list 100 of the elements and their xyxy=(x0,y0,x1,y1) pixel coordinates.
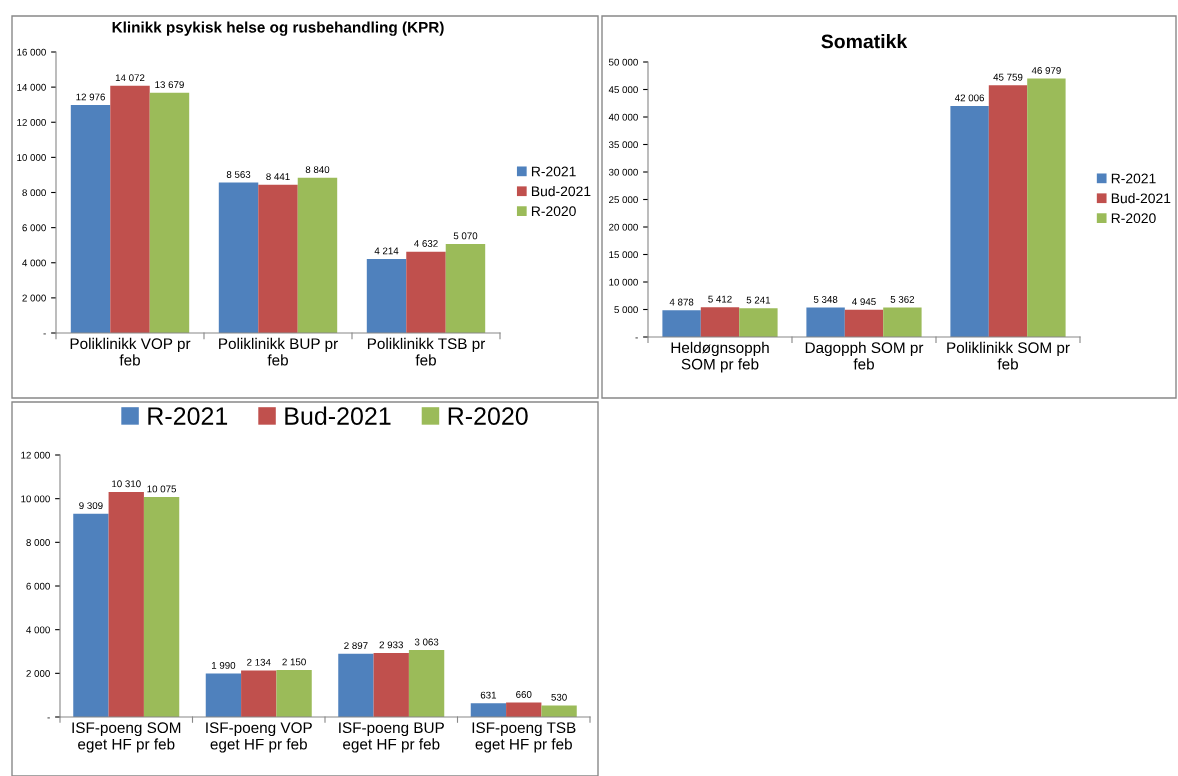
data-label: 13 679 xyxy=(155,81,184,89)
bar xyxy=(445,243,486,333)
bar xyxy=(406,251,446,333)
bar xyxy=(470,703,507,717)
data-label: 10 075 xyxy=(147,485,177,493)
y-tick-label: 2 000 xyxy=(22,294,46,302)
y-tick-label: 14 000 xyxy=(17,83,46,91)
data-label: 5 348 xyxy=(813,296,838,303)
data-label: 14 072 xyxy=(115,74,145,82)
data-label: 45 759 xyxy=(993,73,1023,81)
bar xyxy=(338,653,374,717)
y-tick-label: - xyxy=(635,337,638,339)
data-label: 2 897 xyxy=(344,642,368,650)
bar xyxy=(276,670,312,717)
bar xyxy=(700,307,740,337)
bar xyxy=(373,652,409,717)
bar xyxy=(108,491,144,717)
data-label: 4 945 xyxy=(852,298,876,306)
data-label: 10 310 xyxy=(112,480,141,488)
y-tick-label: 16 000 xyxy=(17,48,46,56)
y-tick-label: 2 000 xyxy=(26,670,50,677)
data-label: 3 063 xyxy=(414,638,439,646)
bar xyxy=(662,310,701,337)
y-tick-label: 4 000 xyxy=(26,626,50,634)
legend-label: R-2020 xyxy=(1111,213,1156,224)
y-tick-label: 20 000 xyxy=(609,223,638,231)
y-tick-label: 15 000 xyxy=(609,251,638,259)
bar xyxy=(950,105,989,337)
legend-label: Bud-2021 xyxy=(285,406,391,425)
data-label: 4 214 xyxy=(374,247,399,255)
chart-title: Klinikk psykisk helse og rusbehandling (KPR) xyxy=(112,21,444,36)
chart-title: Somatikk xyxy=(821,34,908,49)
bar xyxy=(739,308,778,337)
legend-label: Bud-2021 xyxy=(531,186,591,197)
y-tick-label: 5 000 xyxy=(614,306,638,314)
legend-label: Bud-2021 xyxy=(1111,193,1171,204)
y-tick-label: 25 000 xyxy=(609,196,638,204)
data-label: 42 006 xyxy=(954,94,985,102)
data-label: 12 976 xyxy=(76,93,105,101)
x-tick-label: ISF-poeng SOM eget HF pr feb xyxy=(72,722,181,753)
y-tick-label: 10 000 xyxy=(21,495,50,503)
legend-label: R-2020 xyxy=(531,206,576,217)
y-tick-label: 8 000 xyxy=(26,539,50,546)
y-tick-label: 10 000 xyxy=(609,278,638,286)
legend-label: R-2021 xyxy=(1111,173,1156,184)
data-label: 5 070 xyxy=(453,232,478,240)
bar xyxy=(883,307,922,337)
bar xyxy=(297,177,338,333)
y-tick-label: 6 000 xyxy=(22,224,46,232)
y-tick-label: 12 000 xyxy=(17,118,46,126)
bar xyxy=(143,497,180,717)
legend-label: R-2021 xyxy=(531,166,576,177)
x-tick-label: ISF-poeng TSB eget HF pr feb xyxy=(472,722,576,753)
y-tick-label: - xyxy=(43,333,46,335)
data-label: 530 xyxy=(551,693,567,701)
bar xyxy=(70,105,111,333)
bar xyxy=(844,309,884,337)
y-tick-label: 50 000 xyxy=(608,58,638,66)
x-tick-label: Poliklinikk TSB pr feb xyxy=(367,337,486,366)
data-label: 8 441 xyxy=(266,173,290,181)
bar xyxy=(408,650,445,717)
legend-label: R-2021 xyxy=(148,407,228,425)
y-tick-label: - xyxy=(47,717,50,719)
x-tick-label: Poliklinikk BUP pr feb xyxy=(219,337,338,366)
data-label: 8 840 xyxy=(305,166,330,174)
bar xyxy=(241,670,277,717)
data-label: 46 979 xyxy=(1031,67,1061,74)
x-tick-label: ISF-poeng BUP eget HF pr feb xyxy=(339,722,444,753)
data-label: 660 xyxy=(516,691,532,698)
data-label: 2 134 xyxy=(247,658,271,666)
y-tick-label: 40 000 xyxy=(608,113,638,121)
x-tick-label: ISF-poeng VOP eget HF pr feb xyxy=(206,722,312,753)
data-label: 631 xyxy=(480,691,497,699)
y-tick-label: 4 000 xyxy=(22,259,46,267)
bar xyxy=(73,513,109,717)
y-tick-label: 12 000 xyxy=(21,451,50,459)
data-label: 5 362 xyxy=(890,295,915,303)
bar xyxy=(988,85,1028,337)
data-label: 1 990 xyxy=(211,661,236,669)
x-tick-label: Poliklinikk SOM pr feb xyxy=(947,341,1070,370)
bar xyxy=(366,258,407,333)
data-label: 2 150 xyxy=(282,658,306,666)
data-label: 5 241 xyxy=(746,296,771,304)
y-tick-label: 45 000 xyxy=(608,86,638,94)
bar xyxy=(1027,78,1066,337)
y-tick-label: 35 000 xyxy=(608,141,638,149)
y-tick-label: 6 000 xyxy=(26,582,50,590)
bar xyxy=(205,673,242,717)
bar xyxy=(806,307,845,337)
bar xyxy=(258,184,298,333)
legend-label: R-2020 xyxy=(448,407,528,425)
y-tick-label: 8 000 xyxy=(22,189,46,197)
data-label: 4 878 xyxy=(669,298,694,306)
x-tick-label: Dagopph SOM pr feb xyxy=(805,341,924,370)
data-label: 5 412 xyxy=(708,295,732,303)
x-tick-label: Heldøgnsopph SOM pr feb xyxy=(671,341,769,373)
bar xyxy=(541,705,577,717)
data-label: 2 933 xyxy=(379,641,403,649)
data-label: 9 309 xyxy=(79,502,103,510)
x-tick-label: Poliklinikk VOP pr feb xyxy=(70,337,191,366)
